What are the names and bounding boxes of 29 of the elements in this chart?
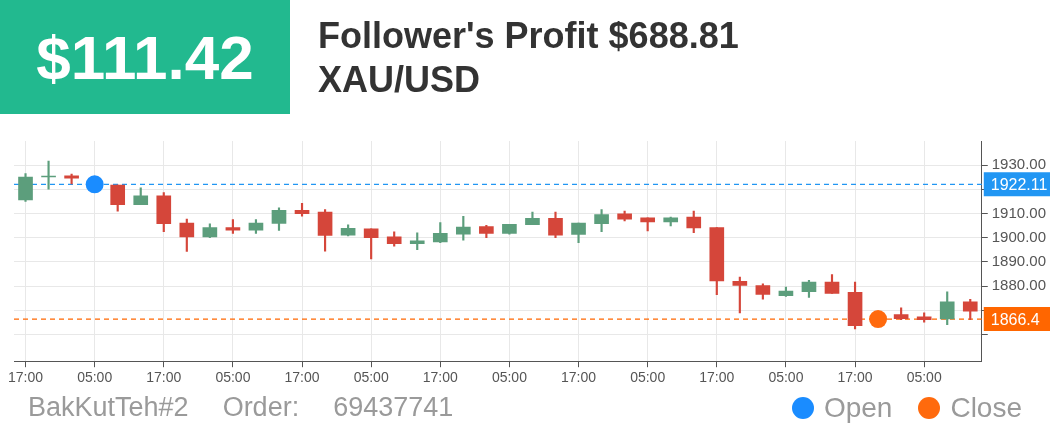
x-tick-label: 05:00 [768,369,804,386]
x-tick-label: 17:00 [837,369,873,386]
text: 69437741 [333,392,454,423]
legend-label: Close [950,392,1022,424]
ref-line-label: 1866.4 [990,310,1040,328]
x-tick-label: 05:00 [906,369,942,386]
y-tick-label: 1890.00 [991,252,1047,270]
x-tick-label: 17:00 [8,369,44,386]
x-tick-label: 05:00 [630,369,666,386]
x-tick-label: 05:00 [491,369,528,386]
x-tick-label: 17:00 [561,369,597,386]
x-tick-label: 05:00 [215,369,251,386]
y-tick-label: 1880.00 [991,276,1047,294]
legend-label: Open [823,392,893,424]
chart-subtitle: XAU/USD [318,58,482,102]
text: BakKutTeh#2 [28,392,189,423]
text: Order: [222,392,300,423]
text: $111.42 [0,0,290,114]
x-tick-label: 17:00 [146,369,182,386]
x-tick-label: 17:00 [422,369,459,386]
y-tick-label: 1930.00 [991,155,1047,173]
x-tick-label: 17:00 [699,369,735,386]
y-tick-label: 1910.00 [991,203,1047,221]
x-tick-label: 05:00 [353,369,389,386]
ref-line-label: 1922.11 [990,175,1048,193]
x-tick-label: 17:00 [284,369,320,386]
chart-title: Follower's Profit $688.81 [318,14,739,58]
y-tick-label: 1900.00 [991,227,1047,245]
x-tick-label: 05:00 [77,369,113,386]
